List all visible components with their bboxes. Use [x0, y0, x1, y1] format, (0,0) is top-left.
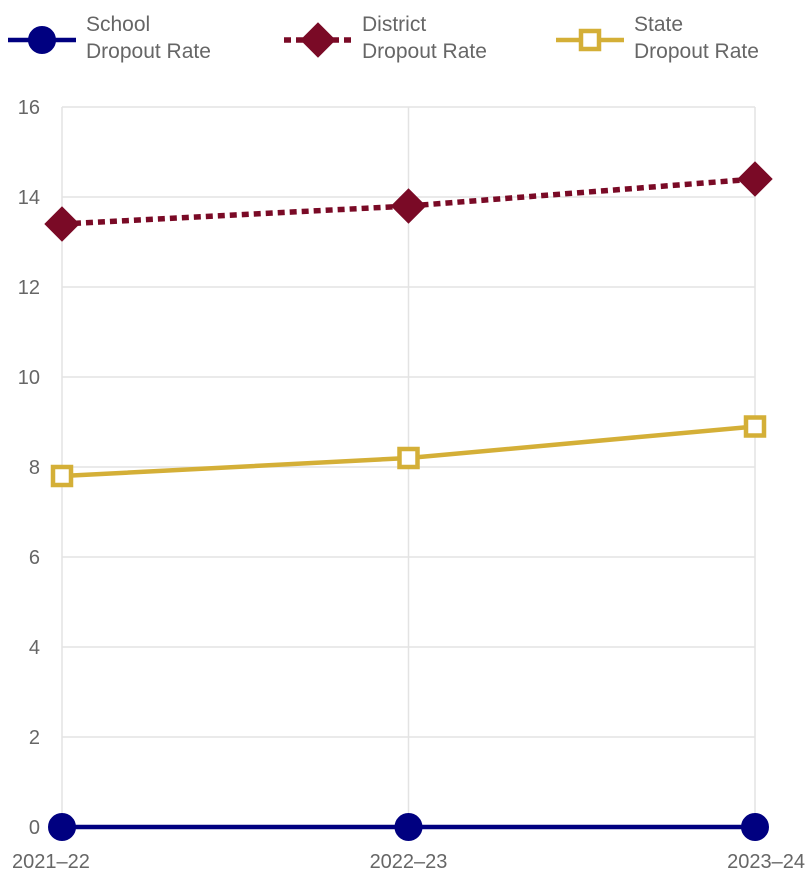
state-data-point[interactable] — [743, 415, 767, 438]
school-data-point[interactable] — [741, 813, 769, 841]
y-tick-label: 8 — [29, 457, 40, 479]
y-tick-label: 2 — [29, 727, 40, 749]
legend-marker[interactable] — [28, 26, 56, 54]
district-series-line — [61, 176, 756, 227]
y-axis-tick-labels: 0 2 4 6 8 10 12 14 16 — [18, 97, 40, 839]
y-tick-label: 6 — [29, 547, 40, 569]
chart-series — [44, 161, 773, 841]
y-tick-label: 0 — [29, 817, 40, 839]
district-data-point[interactable] — [44, 206, 80, 242]
district-series — [44, 161, 773, 242]
state-series — [50, 415, 767, 488]
y-tick-label: 16 — [18, 97, 40, 119]
district-data-point[interactable] — [390, 188, 427, 224]
legend-label-line: Dropout Rate — [86, 40, 211, 63]
school-data-point[interactable] — [48, 813, 76, 841]
legend-label-line: District — [362, 13, 426, 36]
legend-item-state[interactable]: State Dropout Rate — [556, 13, 759, 63]
x-axis-tick-labels: 2021–22 2022–23 2023–24 — [12, 851, 805, 873]
state-data-point[interactable] — [50, 464, 74, 488]
legend-label-line: Dropout Rate — [634, 40, 759, 63]
legend-label: State Dropout Rate — [634, 13, 759, 63]
legend-marker[interactable] — [300, 22, 336, 58]
legend-label: School Dropout Rate — [86, 13, 211, 63]
legend-label: District Dropout Rate — [362, 13, 487, 63]
school-series — [48, 813, 769, 841]
x-tick-label: 2021–22 — [12, 851, 90, 873]
legend-marker[interactable] — [578, 28, 602, 52]
y-tick-label: 10 — [18, 367, 40, 389]
y-tick-label: 12 — [18, 277, 40, 299]
district-data-point[interactable] — [737, 161, 773, 197]
legend-label-line: School — [86, 13, 150, 36]
x-tick-label: 2022–23 — [370, 851, 448, 873]
x-tick-label: 2023–24 — [727, 851, 805, 873]
y-tick-label: 14 — [18, 187, 40, 209]
legend-label-line: Dropout Rate — [362, 40, 487, 63]
legend-label-line: State — [634, 13, 683, 36]
legend-item-district[interactable]: District Dropout Rate — [284, 13, 487, 63]
legend-item-school[interactable]: School Dropout Rate — [8, 13, 211, 63]
state-data-point[interactable] — [397, 446, 420, 470]
school-data-point[interactable] — [394, 813, 423, 841]
y-tick-label: 4 — [29, 637, 40, 659]
